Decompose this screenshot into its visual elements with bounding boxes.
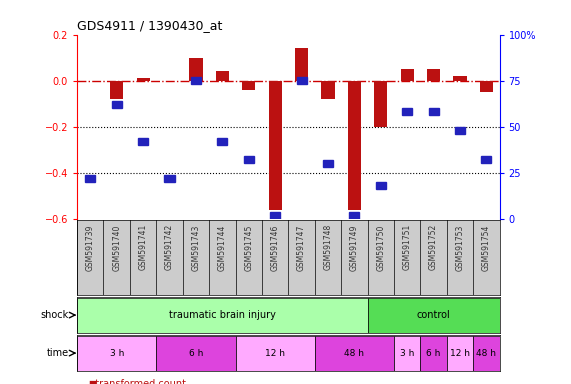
Text: GSM591754: GSM591754 — [482, 224, 491, 271]
Bar — [295, 48, 308, 81]
Text: transformed count: transformed count — [89, 379, 186, 384]
Bar — [296, 77, 307, 84]
Bar — [455, 127, 465, 134]
Text: 3 h: 3 h — [110, 349, 124, 358]
Text: shock: shock — [41, 310, 69, 320]
Text: GSM591740: GSM591740 — [112, 224, 121, 271]
Bar — [447, 336, 473, 371]
Text: control: control — [417, 310, 451, 320]
Text: GSM591743: GSM591743 — [191, 224, 200, 271]
Bar — [85, 175, 95, 182]
Text: GSM591742: GSM591742 — [165, 224, 174, 270]
Bar — [453, 76, 467, 81]
Text: 3 h: 3 h — [400, 349, 415, 358]
Bar — [112, 101, 122, 108]
Bar — [138, 138, 148, 145]
Bar — [191, 77, 201, 84]
Bar — [394, 336, 420, 371]
Bar — [315, 336, 394, 371]
Text: GDS4911 / 1390430_at: GDS4911 / 1390430_at — [77, 19, 223, 32]
Bar — [77, 336, 156, 371]
Text: GSM591750: GSM591750 — [376, 224, 385, 271]
Text: GSM591741: GSM591741 — [139, 224, 148, 270]
Bar — [164, 175, 175, 182]
Text: GSM591751: GSM591751 — [403, 224, 412, 270]
Bar — [420, 336, 447, 371]
Bar — [402, 108, 412, 116]
Bar — [323, 160, 333, 167]
Text: GSM591752: GSM591752 — [429, 224, 438, 270]
Text: 12 h: 12 h — [265, 349, 285, 358]
Bar — [136, 78, 150, 81]
Text: time: time — [46, 348, 69, 358]
Bar — [242, 81, 255, 90]
Bar — [156, 336, 235, 371]
Text: GSM591746: GSM591746 — [271, 224, 280, 271]
Text: ■: ■ — [89, 379, 96, 384]
Bar — [216, 71, 229, 81]
Bar — [348, 81, 361, 210]
Text: GSM591747: GSM591747 — [297, 224, 306, 271]
Text: GSM591744: GSM591744 — [218, 224, 227, 271]
Bar — [268, 81, 282, 210]
Text: 12 h: 12 h — [450, 349, 470, 358]
Bar — [473, 336, 500, 371]
Bar — [427, 69, 440, 81]
Bar — [429, 108, 439, 116]
Text: traumatic brain injury: traumatic brain injury — [169, 310, 276, 320]
Bar — [376, 182, 386, 189]
Bar — [480, 81, 493, 92]
Bar — [110, 81, 123, 99]
Bar — [401, 69, 414, 81]
Bar — [190, 58, 203, 81]
Text: GSM591749: GSM591749 — [350, 224, 359, 271]
Bar — [235, 336, 315, 371]
Bar — [244, 156, 254, 164]
Bar — [321, 81, 335, 99]
Bar — [77, 298, 368, 333]
Bar — [270, 212, 280, 219]
Text: 6 h: 6 h — [427, 349, 441, 358]
Bar — [481, 156, 492, 164]
Bar — [368, 298, 500, 333]
Bar — [218, 138, 227, 145]
Text: 48 h: 48 h — [476, 349, 496, 358]
Text: GSM591745: GSM591745 — [244, 224, 254, 271]
Text: GSM591748: GSM591748 — [323, 224, 332, 270]
Text: GSM591739: GSM591739 — [86, 224, 95, 271]
Text: GSM591753: GSM591753 — [456, 224, 465, 271]
Text: 48 h: 48 h — [344, 349, 364, 358]
Text: 6 h: 6 h — [189, 349, 203, 358]
Bar — [349, 212, 359, 219]
Bar — [374, 81, 387, 127]
